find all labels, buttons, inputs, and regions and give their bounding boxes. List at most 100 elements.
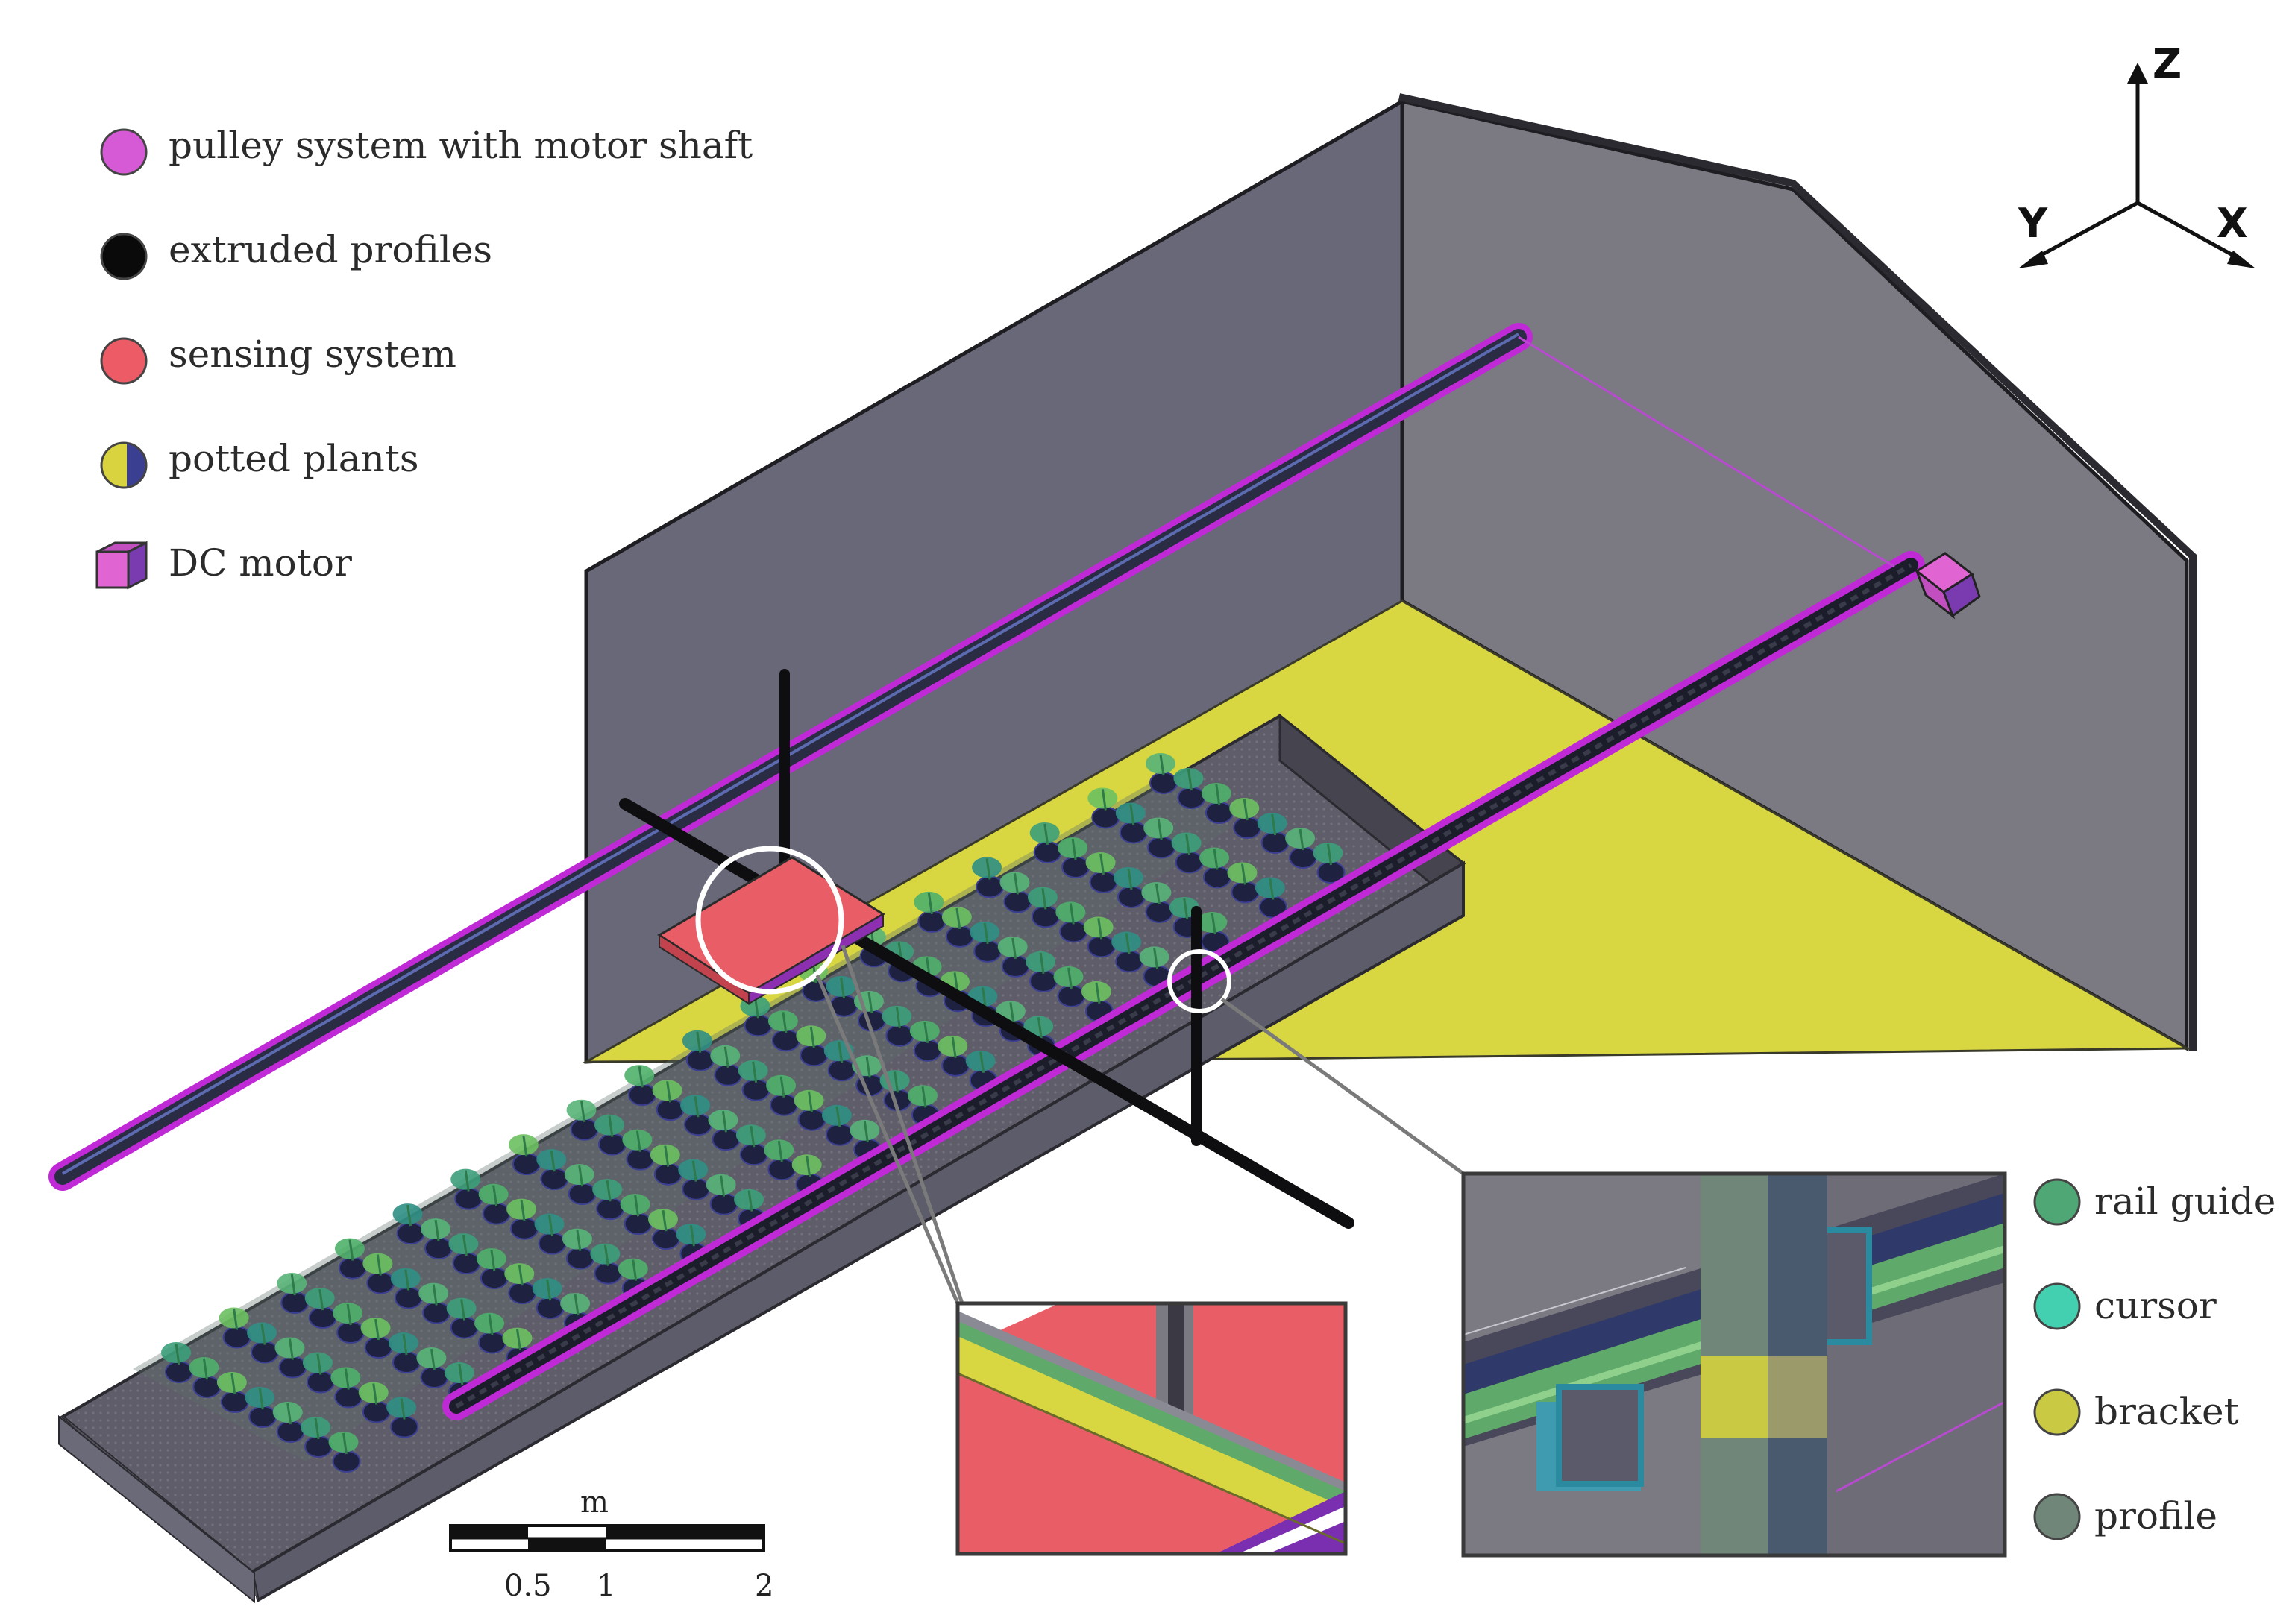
potted-plant	[360, 1318, 393, 1359]
profile-swatch-icon	[2033, 1493, 2081, 1540]
zoom-leaders	[815, 945, 1465, 1304]
roof-edge	[1398, 93, 2197, 1051]
potted-plant	[277, 1273, 310, 1315]
potted-plant	[826, 975, 858, 1017]
potted-plant	[474, 1312, 507, 1354]
potted-plant	[1085, 852, 1118, 893]
potted-plant	[592, 1179, 625, 1221]
potted-plant	[532, 1278, 565, 1320]
potted-plant	[622, 1129, 655, 1171]
potted-plant	[446, 1297, 479, 1339]
pulley-swatch-icon	[100, 128, 148, 176]
potted-plant	[1173, 768, 1206, 809]
potted-plant	[247, 1322, 280, 1364]
axis-label-y: Y	[2018, 200, 2048, 247]
scale-tick-0-5: 0.5	[504, 1569, 552, 1603]
legend-item-pulley: pulley system with motor shaft	[100, 124, 753, 176]
potted-plant	[678, 1159, 711, 1200]
potted-plant	[216, 1372, 249, 1413]
detail-label-rail-guide: rail guide	[2094, 1180, 2276, 1223]
potted-plant	[304, 1288, 337, 1329]
potted-plant	[682, 1030, 715, 1071]
potted-plant	[1115, 802, 1148, 844]
axis-label-z: Z	[2153, 40, 2182, 87]
potted-plant	[421, 1218, 453, 1260]
potted-plant	[358, 1382, 391, 1423]
potted-plant	[796, 1025, 829, 1067]
legend-label-profiles: extruded profiles	[169, 228, 492, 271]
potted-plant	[1087, 787, 1120, 829]
potted-plant	[302, 1352, 335, 1394]
bench-front-block	[60, 1418, 254, 1600]
potted-plant	[1053, 966, 1086, 1007]
axis-label-x: X	[2217, 200, 2248, 247]
potted-plant	[652, 1080, 685, 1121]
potted-plant	[334, 1238, 367, 1280]
potted-plant	[274, 1337, 307, 1379]
potted-plant	[972, 857, 1005, 898]
potted-plant	[390, 1268, 423, 1309]
potted-plant	[272, 1402, 305, 1443]
dc-motor	[1914, 552, 1981, 620]
potted-plant	[1055, 901, 1088, 943]
rail-guide-swatch-icon	[2033, 1178, 2081, 1226]
plants-swatch-icon	[100, 441, 148, 489]
potted-plant	[594, 1114, 627, 1156]
potted-plant	[1111, 931, 1144, 973]
potted-plant	[997, 936, 1030, 978]
potted-plant	[536, 1149, 569, 1191]
potted-plant	[970, 921, 1002, 963]
potted-plant	[416, 1347, 449, 1389]
rail-far	[48, 323, 1533, 1191]
potted-plant	[562, 1228, 594, 1270]
main-legend: pulley system with motor shaft extruded …	[95, 124, 753, 590]
legend-label-plants: potted plants	[169, 437, 419, 480]
sensing-swatch-icon	[100, 337, 148, 385]
rail-near	[442, 551, 1925, 1420]
potted-plant	[534, 1213, 567, 1255]
potted-plant	[620, 1194, 653, 1236]
potted-plant	[1146, 753, 1178, 794]
potted-plant	[392, 1203, 425, 1245]
potted-plant	[650, 1144, 682, 1186]
potted-plants-grid	[161, 753, 1346, 1473]
potted-plant	[999, 872, 1032, 913]
legend-label-sensing: sensing system	[169, 333, 456, 376]
greenhouse-side-wall	[1400, 98, 2189, 1052]
potted-plant	[767, 1010, 800, 1052]
potted-plant	[590, 1243, 623, 1285]
legend-item-motor: DC motor	[95, 541, 352, 590]
motor-cube-icon	[95, 541, 148, 590]
potted-plant	[1229, 798, 1262, 839]
detail-label-cursor: cursor	[2094, 1284, 2217, 1327]
potted-plant	[1255, 877, 1287, 919]
legend-item-sensing: sensing system	[100, 333, 456, 385]
potted-plant	[821, 1104, 854, 1146]
potted-plant	[1113, 866, 1146, 908]
scale-unit: m	[580, 1485, 609, 1520]
potted-plant	[301, 1417, 333, 1458]
potted-plant	[710, 1045, 743, 1086]
potted-plant	[735, 1124, 768, 1166]
potted-plant	[418, 1282, 451, 1324]
potted-plant	[362, 1253, 395, 1294]
potted-plant	[1313, 843, 1346, 884]
potted-plant	[386, 1397, 419, 1438]
inset-rail-detail	[1461, 1171, 2007, 1558]
potted-plant	[941, 906, 974, 948]
potted-plant	[566, 1099, 599, 1141]
potted-plant	[1227, 862, 1260, 904]
potted-plant	[1285, 828, 1318, 869]
potted-plant	[450, 1168, 483, 1210]
potted-plant	[680, 1095, 713, 1136]
legend-label-pulley: pulley system with motor shaft	[169, 124, 753, 167]
potted-plant	[764, 1139, 797, 1181]
legend-item-plants: potted plants	[100, 437, 419, 489]
potted-plant	[328, 1432, 361, 1473]
detail-label-bracket: bracket	[2094, 1390, 2239, 1433]
potted-plant	[506, 1198, 539, 1240]
potted-plant	[333, 1303, 365, 1344]
potted-plant	[245, 1387, 277, 1428]
potted-plant	[647, 1209, 680, 1250]
legend-item-profiles: extruded profiles	[100, 228, 492, 280]
